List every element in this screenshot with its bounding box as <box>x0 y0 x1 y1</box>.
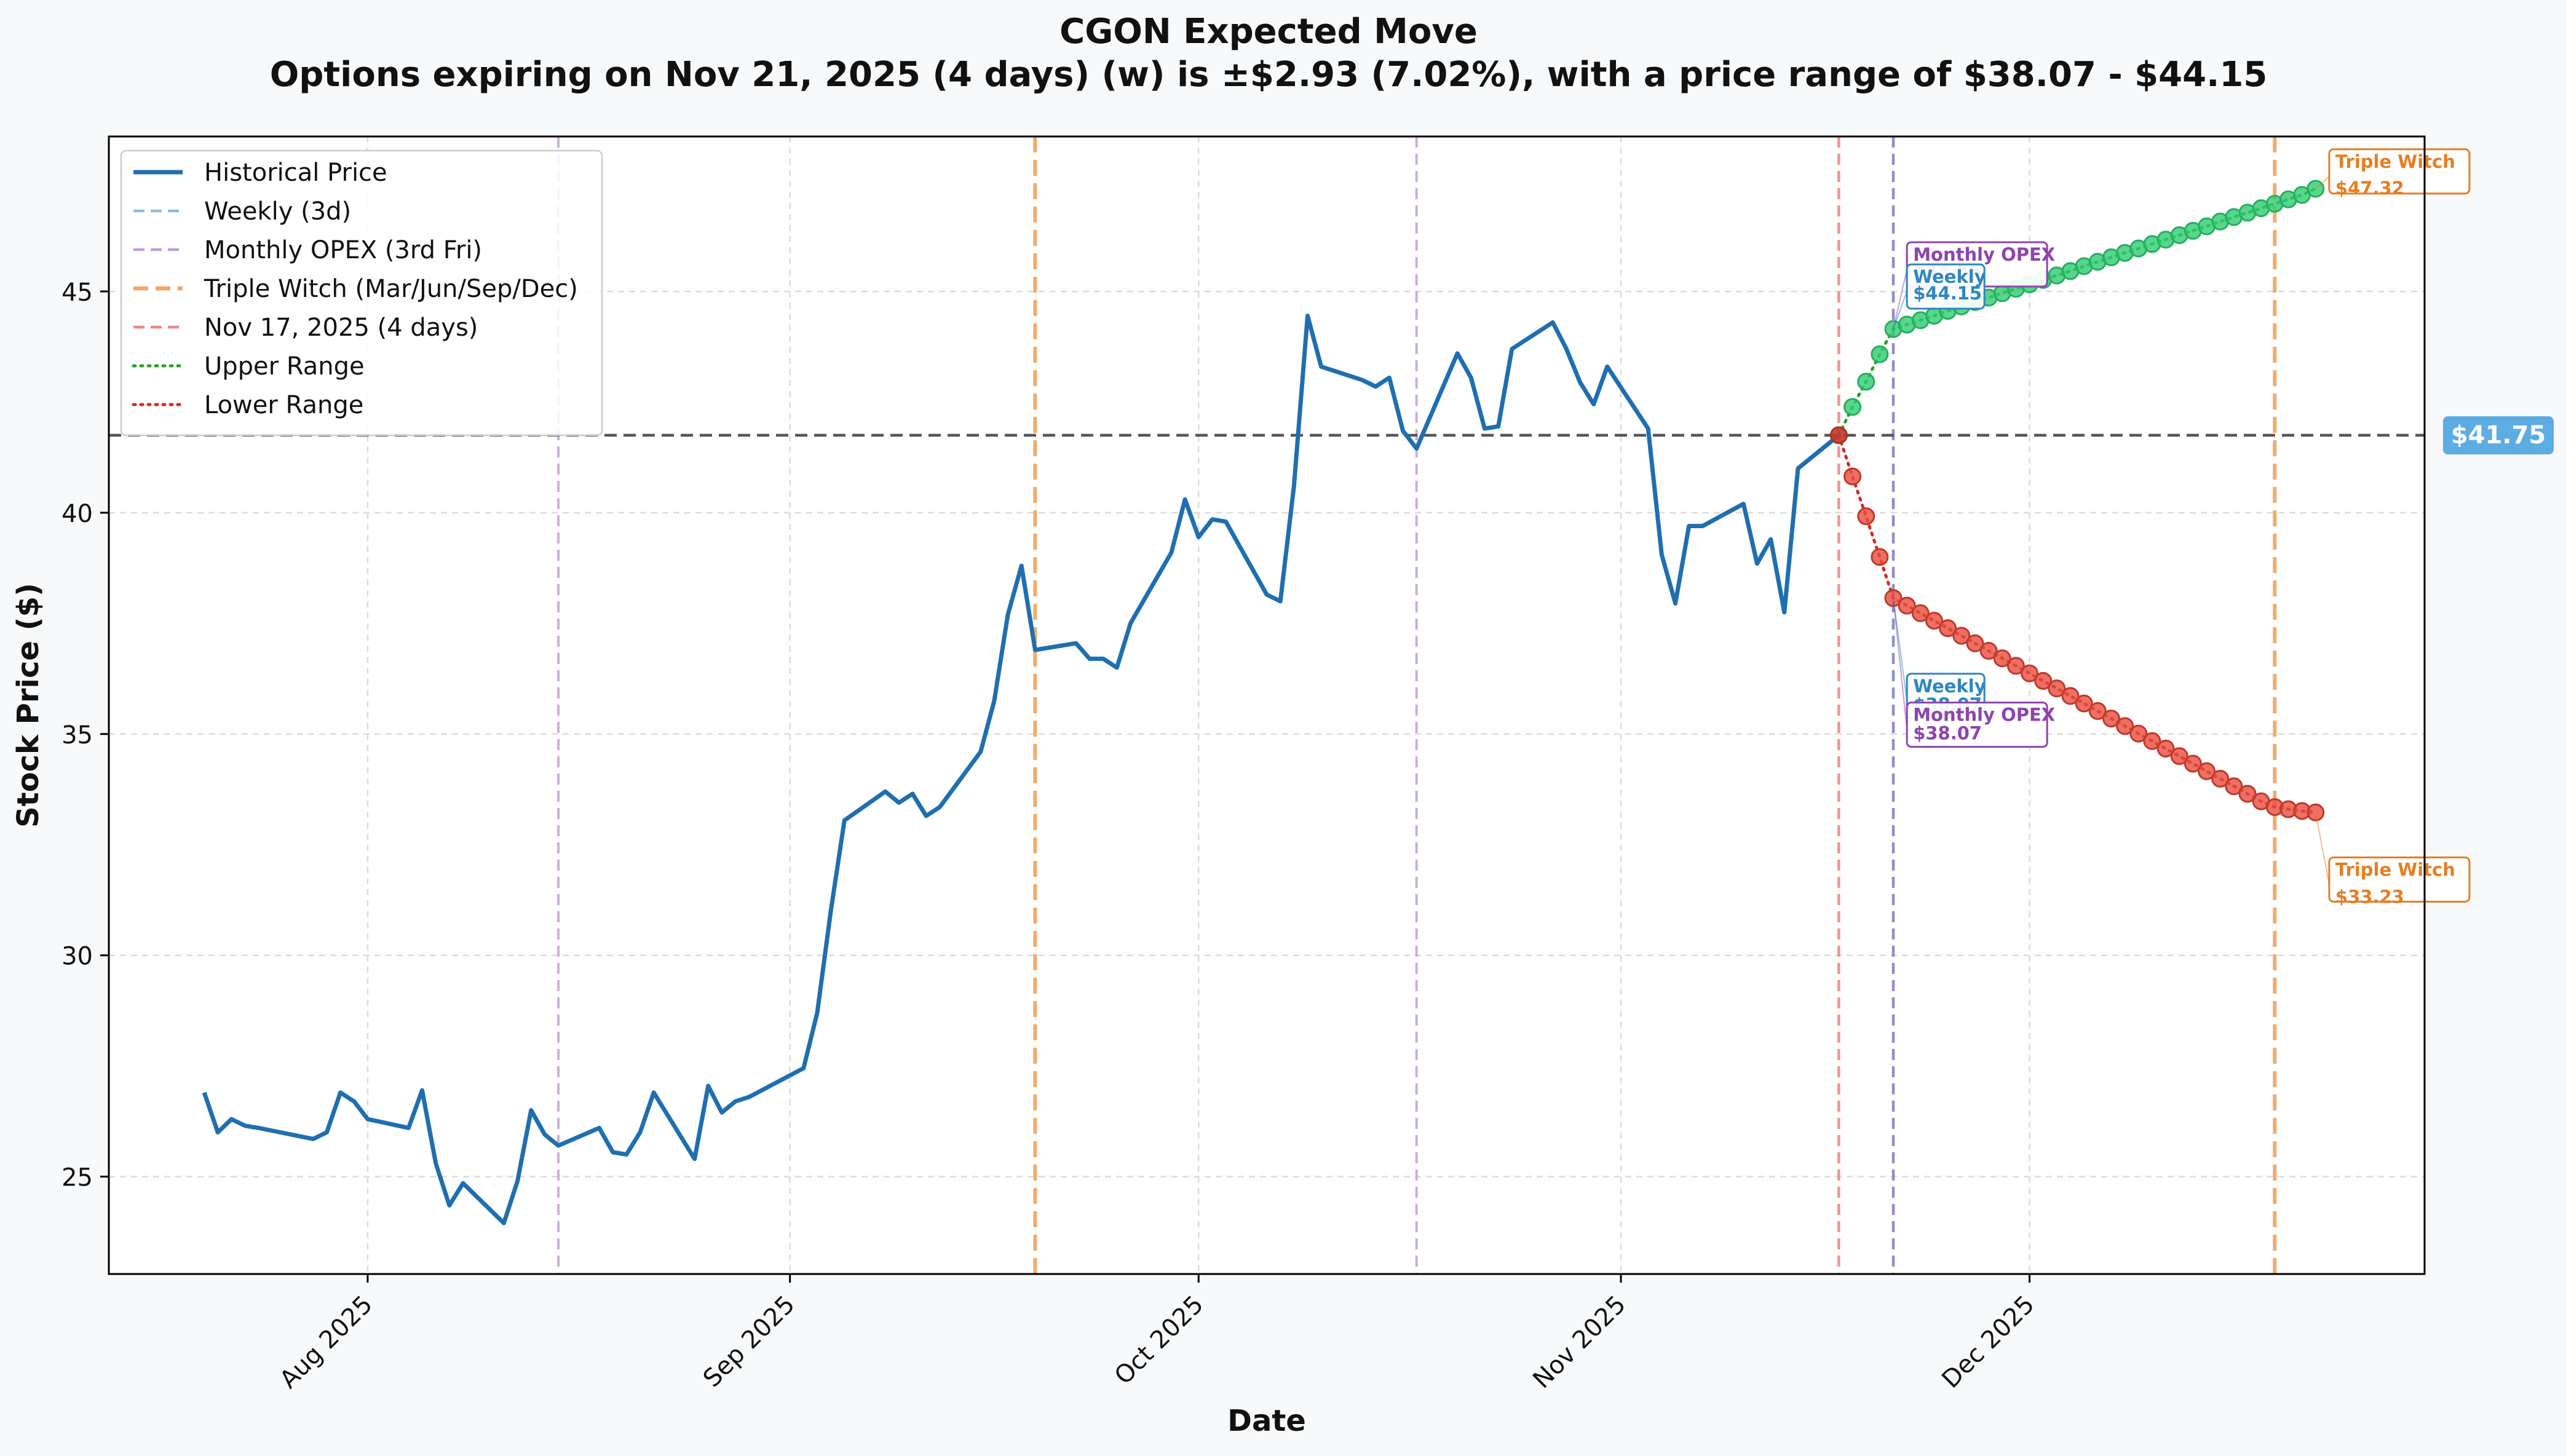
lower-range-point <box>2184 754 2202 773</box>
lower-range-point <box>2225 777 2243 796</box>
lower-range-point <box>2048 679 2066 698</box>
lower-range-point <box>2129 724 2148 743</box>
legend-label: Historical Price <box>204 159 387 187</box>
annotation-leader <box>1893 269 1908 330</box>
annotation-value-weekly-upper: $44.15 <box>1913 283 1982 304</box>
lower-range-point <box>1911 604 1930 622</box>
price-series <box>202 180 2325 1225</box>
annotation-box-triple-upper <box>2328 148 2471 195</box>
current-price-badge: $41.75 <box>2443 416 2554 454</box>
lower-range-point <box>1925 612 1943 630</box>
annotation-leader <box>1893 291 1908 330</box>
y-axis-label: Stock Price ($) <box>11 583 46 828</box>
lower-range-point <box>2102 710 2120 728</box>
lower-range-point <box>2198 762 2216 780</box>
lower-range-point <box>1857 507 1875 526</box>
annotation-title-weekly-upper: Weekly <box>1913 266 1986 287</box>
lower-range-point <box>2075 694 2093 713</box>
legend-label: Lower Range <box>204 391 363 419</box>
annotation-title-triple-lower: Triple Witch <box>2335 860 2455 880</box>
lower-range-point <box>2211 769 2230 788</box>
annotation-leader <box>2315 812 2330 885</box>
annotation-title-weekly-lower: Weekly <box>1913 676 1986 697</box>
lower-range-point <box>1939 619 1957 638</box>
current-price-point <box>1829 426 1848 445</box>
legend-label: Upper Range <box>204 352 365 381</box>
legend-label: Monthly OPEX (3rd Fri) <box>204 236 482 264</box>
lower-range-point <box>2061 687 2080 705</box>
annotation-value-monthly-lower: $38.07 <box>1913 723 1982 744</box>
chart-title: CGON Expected Move <box>1059 12 1478 52</box>
x-axis-label: Date <box>1227 1404 1306 1438</box>
lower-range-point <box>2116 717 2134 735</box>
annotation-title-monthly-lower: Monthly OPEX <box>1913 705 2055 726</box>
lower-range-point <box>1898 596 1916 615</box>
chart-subtitle: Options expiring on Nov 21, 2025 (4 days… <box>270 55 2268 95</box>
annotation-leader <box>1893 598 1908 730</box>
annotation-box-monthly-lower <box>1906 702 2048 748</box>
lower-range-point <box>1952 627 1971 645</box>
annotation-box-weekly-upper <box>1906 263 1986 310</box>
legend-label: Triple Witch (Mar/Jun/Sep/Dec) <box>204 275 578 303</box>
lower-range-point <box>1979 641 1998 660</box>
legend-box <box>120 149 603 437</box>
lower-range-point <box>1966 634 1984 652</box>
annotation-title-triple-upper: Triple Witch <box>2335 151 2455 172</box>
legend-label: Weekly (3d) <box>204 197 351 226</box>
lower-range-point <box>1871 548 1889 566</box>
upper-range-point <box>1857 373 1875 391</box>
lower-range-point <box>2143 732 2161 750</box>
lower-range-point <box>1843 467 1862 486</box>
legend: Historical Price Weekly (3d) Monthly OPEX … <box>120 149 603 437</box>
lower-range-point <box>2238 785 2257 803</box>
lower-range-point <box>2170 747 2188 766</box>
annotation-box-triple-lower <box>2328 857 2471 903</box>
y-tick-label: 30 <box>61 943 93 971</box>
annotation-leader <box>2315 176 2330 189</box>
y-tick-label: 35 <box>61 721 93 750</box>
y-tick-label: 40 <box>61 500 93 528</box>
annotation-value-triple-lower: $33.23 <box>2335 887 2404 908</box>
lower-range-point <box>2021 664 2039 682</box>
lower-range-point <box>2006 657 2025 675</box>
legend-label: Nov 17, 2025 (4 days) <box>204 314 478 342</box>
upper-range-point <box>1843 398 1862 416</box>
plot-frame <box>108 135 2426 1275</box>
y-tick-label: 25 <box>61 1164 93 1192</box>
lower-range-point <box>2156 740 2175 758</box>
lower-range-point <box>2088 702 2107 720</box>
lower-range-point <box>1993 649 2011 668</box>
historical-price-line <box>202 314 1840 1225</box>
upper-range-point <box>1871 345 1889 363</box>
current-price-label: $41.75 <box>2451 421 2546 449</box>
annotation-title-monthly-upper: Monthly OPEX <box>1913 244 2055 265</box>
annotation-value-triple-upper: $47.32 <box>2335 178 2404 199</box>
y-tick-label: 45 <box>61 279 93 307</box>
lower-range-point <box>2034 671 2053 690</box>
